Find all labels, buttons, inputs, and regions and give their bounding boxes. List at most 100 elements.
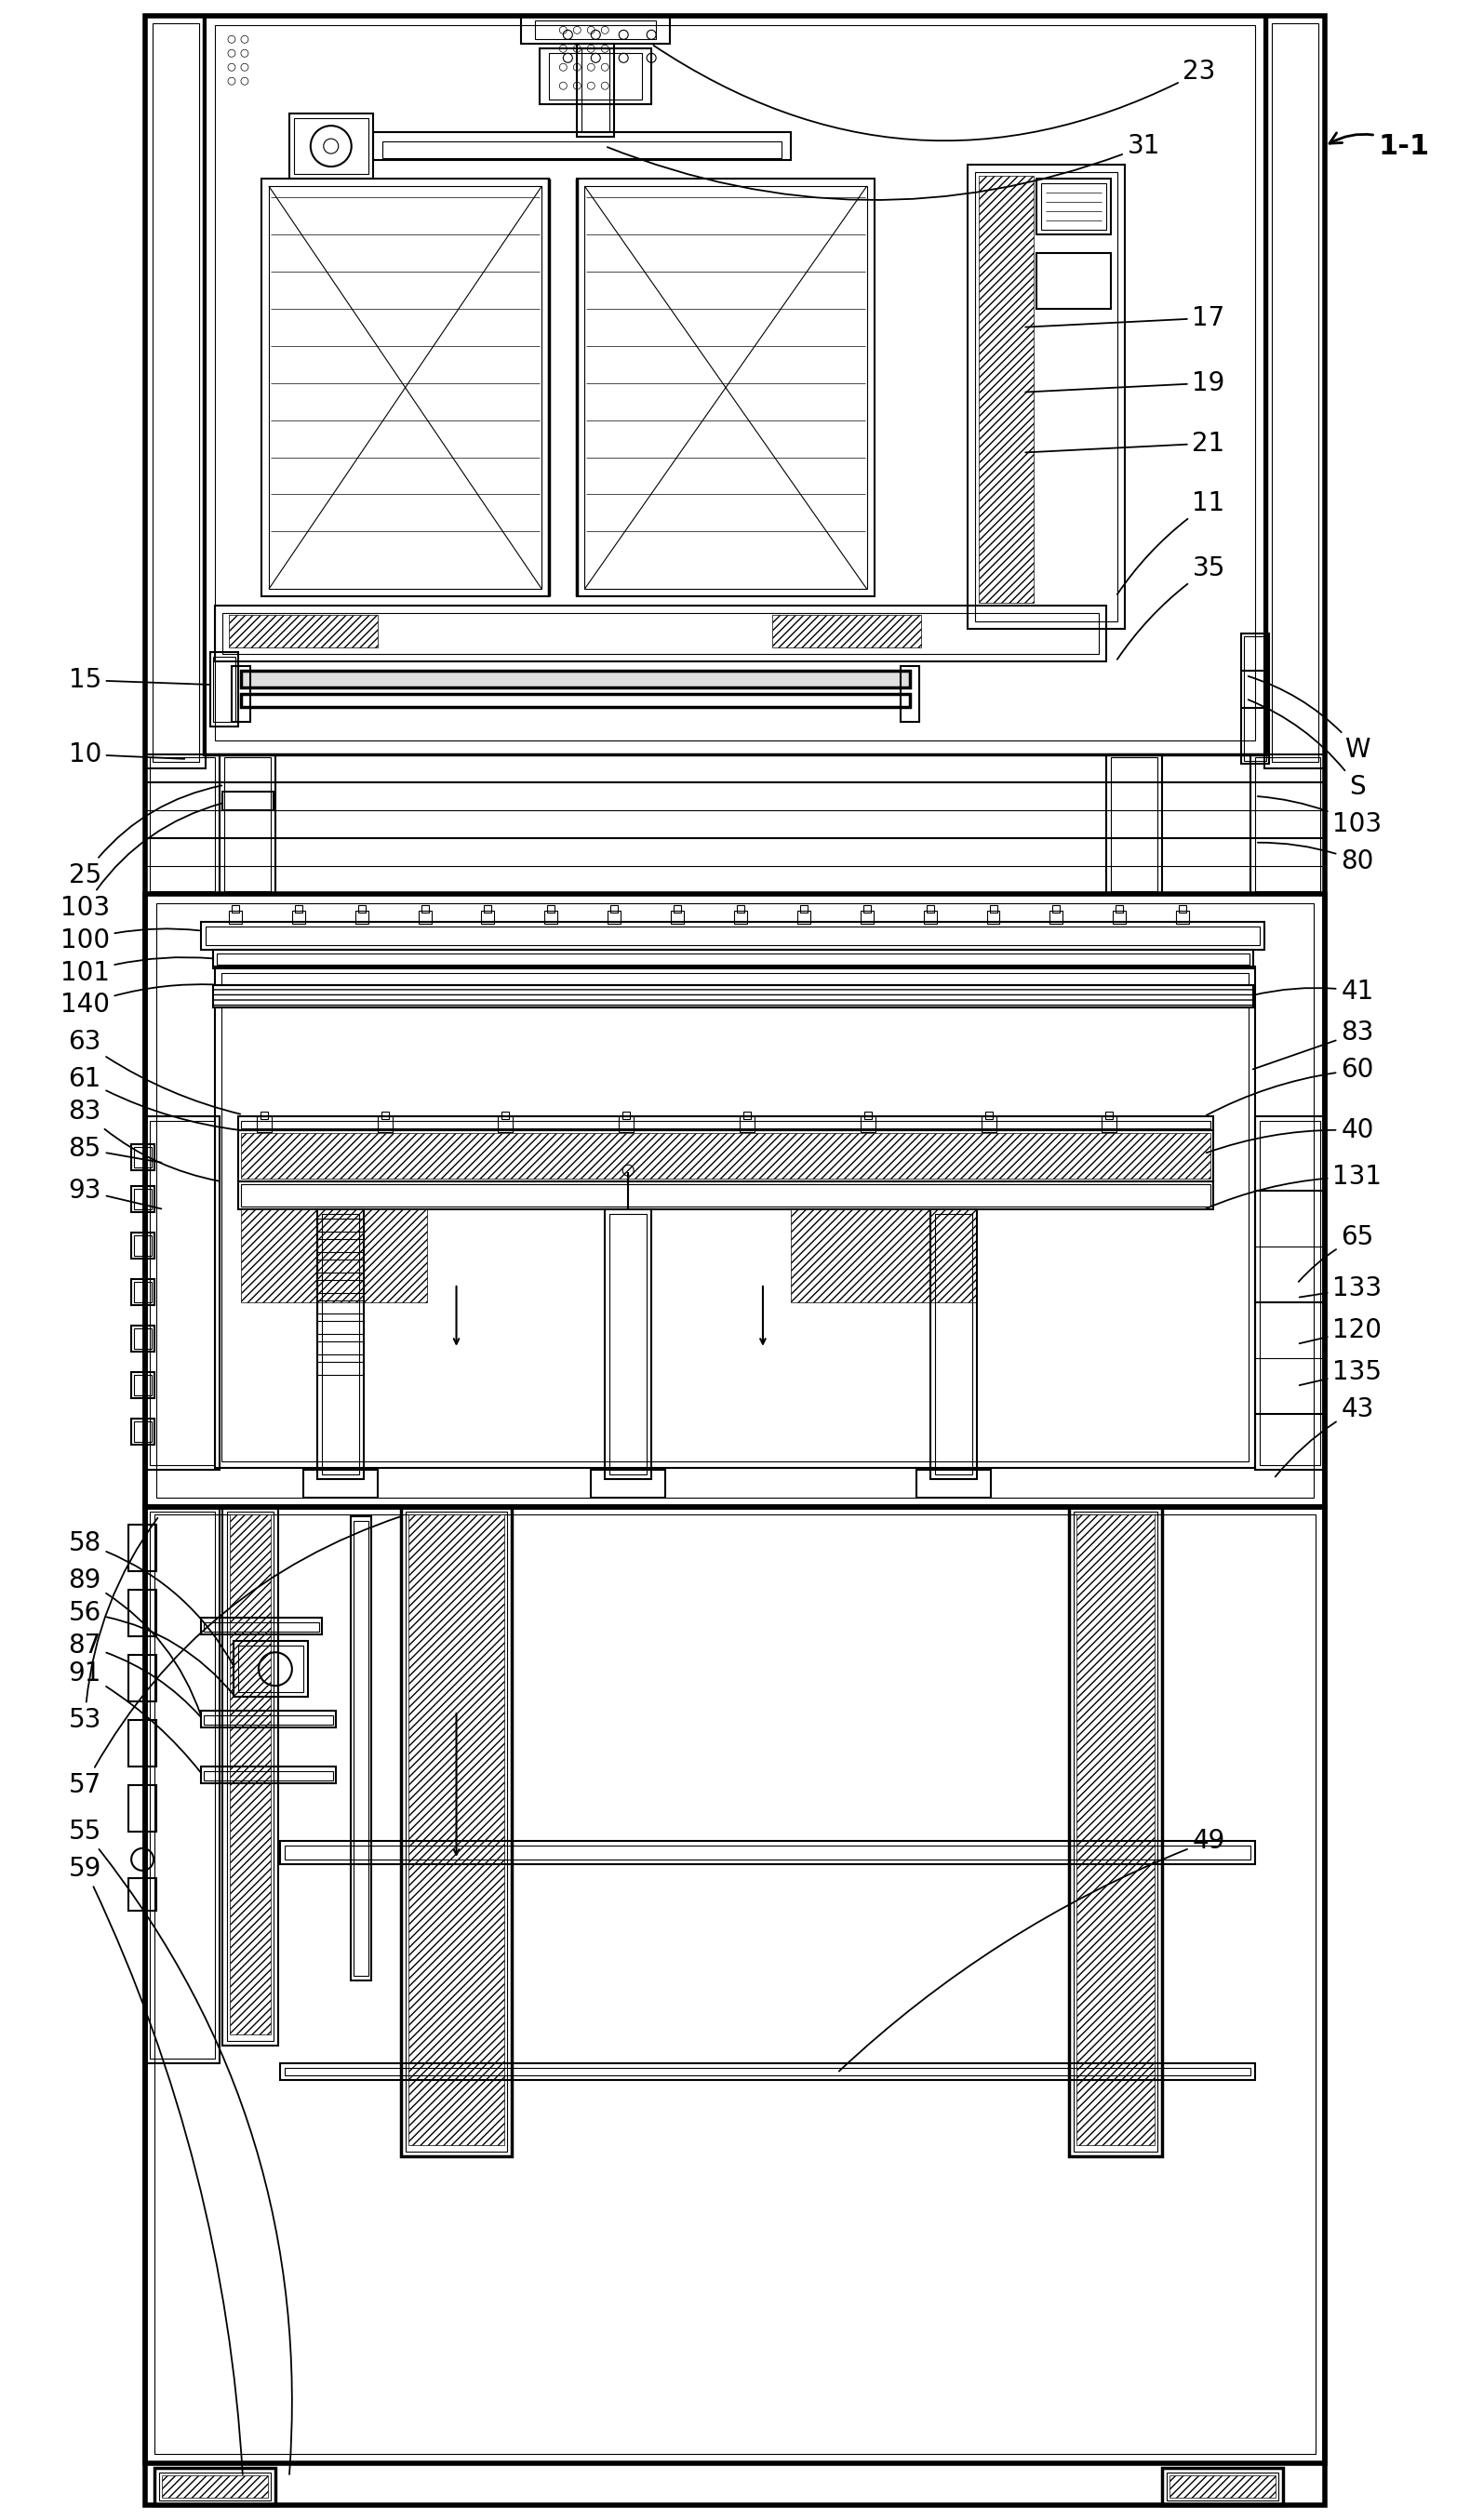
- Text: 135: 135: [1299, 1358, 1382, 1386]
- Bar: [131, 1144, 154, 1169]
- Bar: [222, 1507, 278, 2046]
- Bar: [619, 1116, 634, 1131]
- Bar: [1041, 184, 1107, 229]
- Bar: [357, 905, 366, 912]
- Bar: [373, 131, 791, 161]
- Bar: [290, 113, 373, 179]
- Bar: [131, 1326, 154, 1351]
- Bar: [222, 973, 1248, 1462]
- Text: 43: 43: [1276, 1396, 1373, 1477]
- Bar: [226, 1512, 273, 2041]
- Bar: [215, 965, 1255, 1467]
- Bar: [238, 1116, 1213, 1131]
- Bar: [607, 910, 620, 922]
- Text: 53: 53: [69, 1517, 157, 1734]
- Bar: [285, 1845, 1251, 1860]
- Bar: [1170, 2475, 1276, 2497]
- Bar: [610, 1215, 647, 1474]
- Text: 85: 85: [69, 1137, 162, 1162]
- Bar: [238, 1131, 1213, 1182]
- Text: 133: 133: [1299, 1275, 1382, 1300]
- Bar: [134, 1283, 151, 1303]
- Bar: [1264, 15, 1324, 769]
- Text: 61: 61: [69, 1066, 240, 1129]
- Text: 131: 131: [1207, 1164, 1382, 1210]
- Bar: [1102, 1116, 1117, 1131]
- Bar: [229, 615, 378, 648]
- Bar: [498, 1116, 513, 1131]
- Bar: [736, 905, 744, 912]
- Bar: [501, 1111, 509, 1119]
- Bar: [1116, 905, 1123, 912]
- Bar: [606, 1210, 651, 1479]
- Bar: [539, 48, 651, 103]
- Text: 35: 35: [1117, 554, 1225, 660]
- Bar: [201, 1618, 322, 1635]
- Bar: [1053, 905, 1060, 912]
- Bar: [409, 1515, 504, 2145]
- Bar: [201, 922, 1264, 950]
- Bar: [154, 2467, 275, 2505]
- Bar: [229, 910, 243, 922]
- Bar: [293, 910, 304, 922]
- Bar: [262, 179, 550, 597]
- Bar: [238, 1182, 1213, 1210]
- Bar: [279, 1840, 1255, 1865]
- Text: 89: 89: [69, 1567, 201, 1716]
- Bar: [318, 1240, 363, 1252]
- Bar: [591, 1469, 666, 1497]
- Bar: [916, 1469, 991, 1497]
- Bar: [420, 905, 429, 912]
- Bar: [739, 1116, 754, 1131]
- Bar: [419, 910, 431, 922]
- Bar: [146, 895, 1324, 1507]
- Bar: [744, 1111, 751, 1119]
- Bar: [150, 1121, 215, 1464]
- Bar: [269, 186, 542, 590]
- Bar: [162, 2475, 268, 2497]
- Text: 49: 49: [839, 1827, 1225, 2071]
- Bar: [318, 1300, 363, 1313]
- Bar: [318, 1341, 363, 1353]
- Text: 140: 140: [60, 985, 215, 1018]
- Bar: [791, 1210, 976, 1303]
- Bar: [128, 1590, 156, 1635]
- Bar: [146, 15, 1324, 2505]
- Bar: [585, 186, 867, 590]
- Bar: [860, 1116, 875, 1131]
- Bar: [670, 910, 684, 922]
- Bar: [234, 1641, 307, 1696]
- Bar: [1179, 905, 1186, 912]
- Bar: [673, 905, 681, 912]
- Text: 21: 21: [1026, 431, 1225, 456]
- Bar: [279, 2064, 1255, 2082]
- Bar: [353, 1520, 368, 1976]
- Bar: [154, 1515, 1316, 2454]
- Bar: [238, 1646, 303, 1693]
- Bar: [1107, 753, 1163, 895]
- Bar: [222, 791, 273, 809]
- Text: 55: 55: [69, 1819, 293, 2475]
- Text: 40: 40: [1207, 1116, 1373, 1152]
- Bar: [241, 1184, 1210, 1207]
- Text: 100: 100: [60, 927, 200, 953]
- Bar: [213, 985, 1254, 1008]
- Bar: [134, 1328, 151, 1348]
- Bar: [382, 141, 782, 159]
- Text: 1-1: 1-1: [1329, 134, 1429, 159]
- Bar: [1075, 1512, 1157, 2152]
- Bar: [204, 1716, 332, 1724]
- Bar: [260, 1111, 268, 1119]
- Bar: [213, 658, 235, 721]
- Bar: [980, 1116, 997, 1131]
- Bar: [1050, 910, 1063, 922]
- Bar: [285, 2069, 1251, 2076]
- Bar: [900, 665, 919, 721]
- Bar: [215, 25, 1255, 741]
- Bar: [318, 1320, 363, 1333]
- Bar: [206, 927, 1260, 945]
- Text: 57: 57: [69, 1517, 400, 1799]
- Bar: [350, 1517, 370, 1981]
- Bar: [1176, 910, 1189, 922]
- Bar: [550, 53, 642, 101]
